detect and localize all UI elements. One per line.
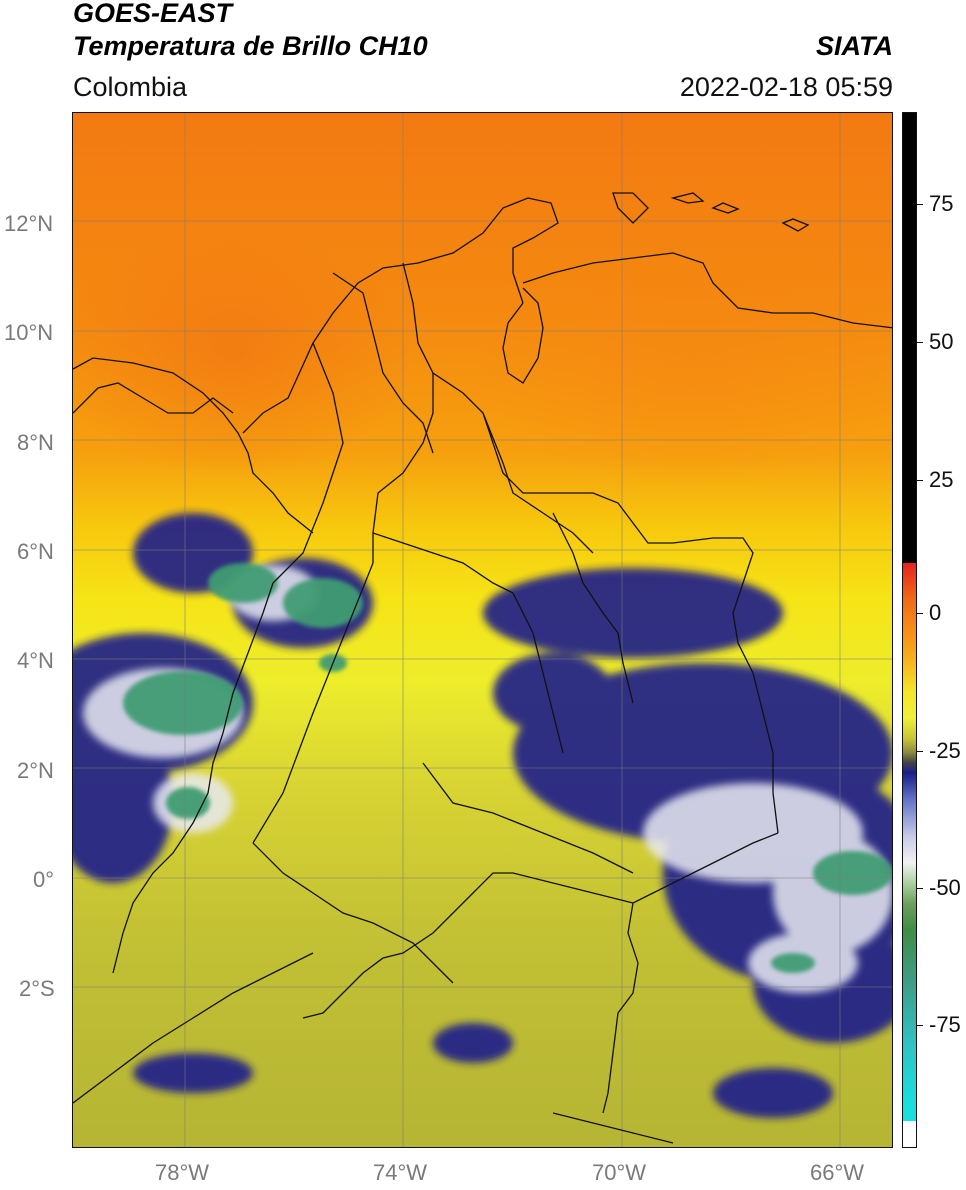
lat-label: 12°N: [4, 211, 54, 236]
lat-label: 2°N: [17, 758, 54, 783]
region-label: Colombia: [73, 72, 188, 102]
colorbar: [902, 112, 917, 1148]
colorbar-label: 0: [929, 600, 942, 625]
lat-label: 10°N: [4, 320, 54, 345]
map-layer: [73, 113, 892, 1147]
satellite-title: GOES-EAST: [73, 0, 233, 28]
cloud-core-regions: [123, 563, 892, 973]
colorbar-tick: [917, 342, 923, 343]
colorbar-label: -50: [929, 875, 961, 900]
lat-label: 4°N: [17, 648, 54, 673]
lat-label: 6°N: [17, 539, 54, 564]
lat-label: 0°: [33, 867, 55, 892]
colorbar-label: 50: [929, 329, 954, 354]
colorbar-tick: [917, 888, 923, 889]
colorbar-tick: [917, 751, 923, 752]
coastlines-borders: [73, 192, 892, 1144]
lat-label: 2°S: [19, 976, 55, 1001]
colorbar-label: -75: [929, 1012, 961, 1037]
colorbar-label: 25: [929, 467, 954, 492]
colorbar-label: 75: [929, 191, 954, 216]
colorbar-tick: [917, 613, 923, 614]
product-title: Temperatura de Brillo CH10: [73, 31, 428, 61]
satellite-map: [72, 112, 893, 1148]
agency-label: SIATA: [816, 31, 893, 61]
lon-label: 74°W: [373, 1160, 428, 1185]
lon-label: 78°W: [155, 1160, 210, 1185]
colorbar-tick: [917, 204, 923, 205]
graticule: [73, 113, 892, 1147]
datetime-label: 2022-02-18 05:59: [679, 72, 893, 102]
lon-label: 66°W: [810, 1160, 865, 1185]
lon-label: 70°W: [592, 1160, 647, 1185]
colorbar-tick: [917, 480, 923, 481]
colorbar-label: -25: [929, 738, 961, 763]
colorbar-tick: [917, 1025, 923, 1026]
lat-label: 8°N: [17, 430, 54, 455]
